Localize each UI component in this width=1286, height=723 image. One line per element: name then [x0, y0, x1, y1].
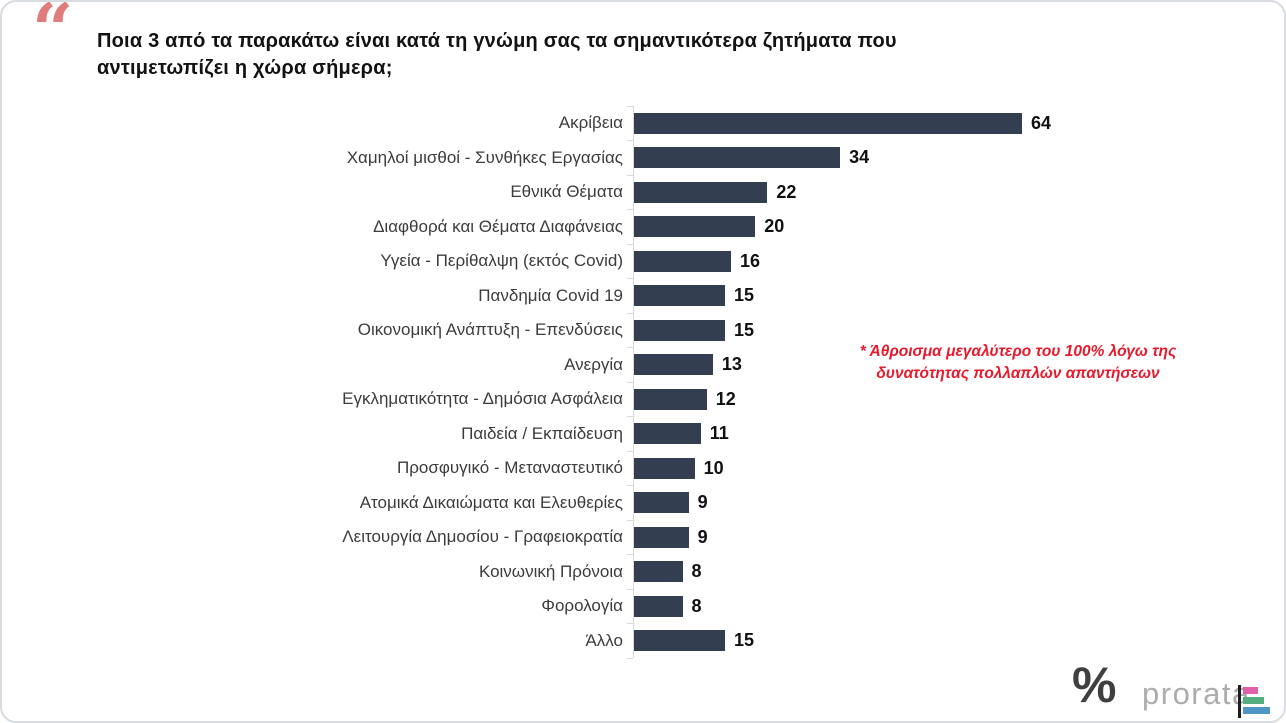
value-label: 13: [721, 354, 742, 375]
category-label: Εθνικά Θέματα: [510, 182, 623, 202]
bar: [634, 457, 695, 479]
bar: [634, 630, 725, 652]
value-label: 34: [849, 147, 870, 168]
quote-icon: “: [32, 0, 74, 72]
chart-row: Οικονομική Ανάπτυξη - Επενδύσεις 15: [2, 312, 1284, 348]
value-label: 15: [733, 630, 754, 651]
category-label: Παιδεία / Εκπαίδευση: [461, 423, 623, 443]
category-label: Κοινωνική Πρόνοια: [478, 561, 623, 581]
value-label: 64: [1031, 112, 1052, 133]
bar-area: 8: [627, 554, 1284, 589]
bar: [634, 388, 707, 410]
page-title: Ποια 3 από τα παρακάτω είναι κατά τη γνώ…: [97, 30, 897, 79]
mini-bar-pink: [1243, 687, 1258, 694]
bar: [634, 147, 841, 169]
value-label: 12: [715, 388, 736, 409]
value-label: 8: [691, 595, 702, 616]
chart-row: Υγεία - Περίθαλψη (εκτός Covid) 16: [2, 243, 1284, 279]
chart-row: Εθνικά Θέματα 22: [2, 174, 1284, 210]
chart-row: Ατομικά Δικαιώματα και Ελευθερίες 9: [2, 485, 1284, 520]
chart-rows: Ακρίβεια 64 Χαμηλοί μισθοί - Συνθήκες Ερ…: [2, 105, 1284, 658]
footnote-line-2: δυνατότητας πολλαπλών απαντήσεων: [876, 365, 1160, 383]
bar-area: 9: [627, 519, 1284, 555]
bar-area: 15: [627, 278, 1284, 313]
brand-name: prorata: [1142, 676, 1251, 711]
bar-area: 64: [627, 105, 1284, 141]
percent-icon: %: [1072, 657, 1117, 713]
bar: [634, 216, 756, 238]
chart-row: Κοινωνική Πρόνοια 8: [2, 554, 1284, 589]
bar-area: 8: [627, 588, 1284, 624]
bar: [634, 354, 713, 376]
value-label: 20: [764, 216, 785, 237]
chart-row: Διαφθορά και Θέματα Διαφάνειας 20: [2, 209, 1284, 244]
bar-area: 15: [627, 623, 1284, 658]
category-label: Ακρίβεια: [558, 113, 623, 133]
value-label: 10: [703, 457, 724, 478]
bar-area: 34: [627, 140, 1284, 175]
chart-row: Άλλο 15: [2, 623, 1284, 658]
category-label: Οικονομική Ανάπτυξη - Επενδύσεις: [357, 320, 623, 340]
value-label: 15: [733, 319, 754, 340]
value-label: 8: [691, 561, 702, 582]
bar-area: 11: [627, 416, 1284, 451]
category-label: Ατομικά Δικαιώματα και Ελευθερίες: [359, 492, 623, 512]
category-label: Προσφυγικό - Μεταναστευτικό: [396, 458, 623, 478]
bar-area: 15: [627, 312, 1284, 348]
category-label: Άλλο: [585, 630, 623, 650]
bar: [634, 319, 725, 341]
bar: [634, 112, 1022, 134]
value-label: 9: [697, 492, 708, 513]
bar-area: 22: [627, 174, 1284, 210]
mini-barchart-icon: [1238, 685, 1272, 718]
mini-bar-green: [1243, 697, 1264, 704]
mini-axis-bar: [1238, 685, 1241, 718]
category-label: Υγεία - Περίθαλψη (εκτός Covid): [380, 251, 623, 271]
prorata-logo: % prorata: [1068, 658, 1278, 718]
bar: [634, 250, 731, 272]
chart-row: Ακρίβεια 64: [2, 105, 1284, 141]
chart-row: Φορολογία 8: [2, 588, 1284, 624]
bar-chart: Ακρίβεια 64 Χαμηλοί μισθοί - Συνθήκες Ερ…: [2, 105, 1284, 658]
chart-row: Λειτουργία Δημοσίου - Γραφειοκρατία 9: [2, 519, 1284, 555]
chart-row: Εγκληματικότητα - Δημόσια Ασφάλεια 12: [2, 381, 1284, 417]
bar-area: 20: [627, 209, 1284, 244]
bar-area: 13: [627, 347, 1284, 382]
bar: [634, 492, 689, 514]
bar: [634, 285, 725, 307]
bar: [634, 561, 683, 583]
category-label: Ανεργία: [564, 354, 623, 374]
category-label: Λειτουργία Δημοσίου - Γραφειοκρατία: [342, 527, 623, 547]
value-label: 16: [740, 250, 761, 271]
value-label: 22: [776, 181, 797, 202]
chart-row: Ανεργία 13: [2, 347, 1284, 382]
category-label: Εγκληματικότητα - Δημόσια Ασφάλεια: [342, 389, 623, 409]
value-label: 11: [709, 423, 729, 444]
bar-area: 10: [627, 450, 1284, 486]
bar: [634, 181, 768, 203]
value-label: 9: [697, 526, 708, 547]
category-label: Χαμηλοί μισθοί - Συνθήκες Εργασίας: [346, 147, 623, 167]
bar: [634, 423, 701, 445]
mini-bar-blue: [1243, 707, 1270, 714]
chart-row: Προσφυγικό - Μεταναστευτικό 10: [2, 450, 1284, 486]
bar: [634, 526, 689, 548]
multiple-answers-footnote: * Άθροισμα μεγαλύτερο του 100% λόγω της …: [840, 341, 1196, 386]
bar-area: 12: [627, 381, 1284, 417]
chart-row: Χαμηλοί μισθοί - Συνθήκες Εργασίας 34: [2, 140, 1284, 175]
footnote-line-1: * Άθροισμα μεγαλύτερο του 100% λόγω της: [859, 343, 1177, 360]
bar-area: 9: [627, 485, 1284, 520]
category-label: Φορολογία: [541, 596, 623, 616]
value-label: 15: [733, 285, 754, 306]
bar-area: 16: [627, 243, 1284, 279]
category-label: Διαφθορά και Θέματα Διαφάνειας: [373, 216, 623, 236]
category-label: Πανδημία Covid 19: [478, 285, 623, 305]
bar: [634, 595, 683, 617]
chart-row: Παιδεία / Εκπαίδευση 11: [2, 416, 1284, 451]
chart-row: Πανδημία Covid 19 15: [2, 278, 1284, 313]
